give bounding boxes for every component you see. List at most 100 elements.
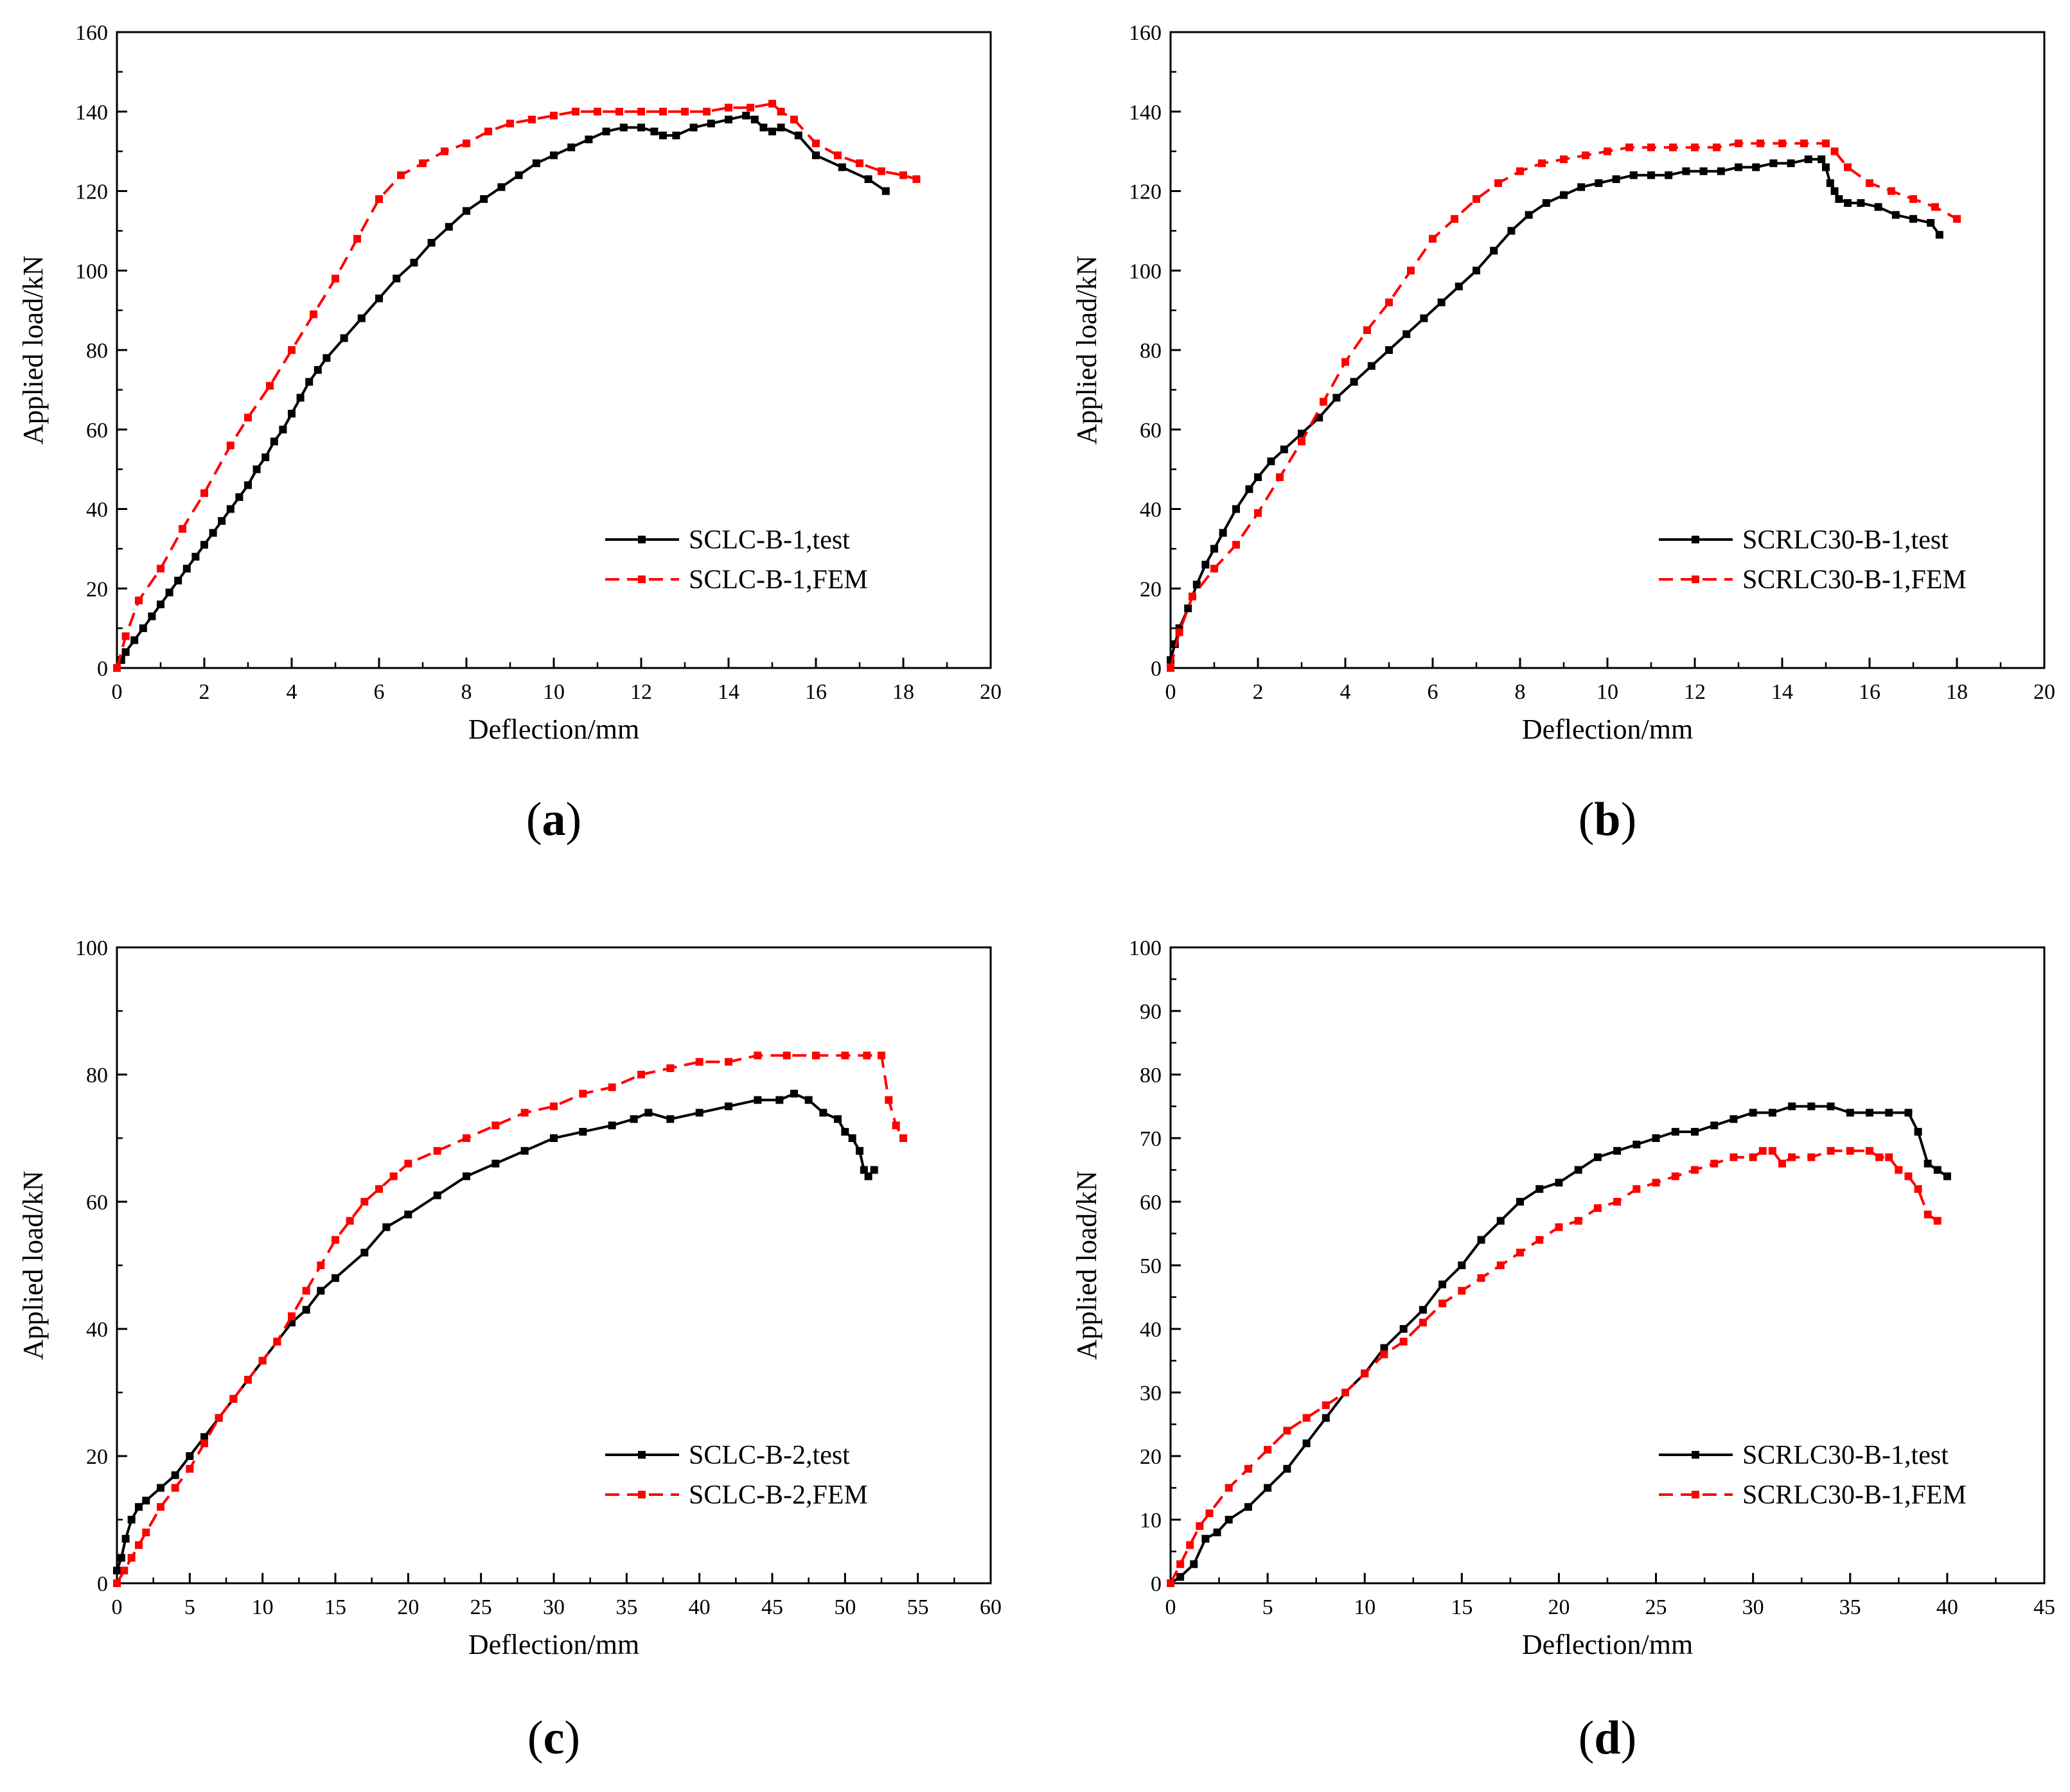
legend-entry-fem: SCLC-B-1,FEM xyxy=(689,565,868,595)
y-tick-label: 100 xyxy=(75,936,108,960)
data-point-fem xyxy=(878,1051,885,1060)
panel-label: (d) xyxy=(1579,1712,1636,1764)
data-point-fem xyxy=(1419,1319,1427,1327)
data-point-fem xyxy=(215,1414,223,1422)
data-point-test xyxy=(1788,1102,1796,1111)
data-point-fem xyxy=(594,107,601,116)
data-point-test xyxy=(1909,215,1917,223)
data-point-fem xyxy=(506,119,514,128)
data-point-test xyxy=(1671,1128,1679,1136)
data-point-test xyxy=(279,425,287,434)
data-point-test xyxy=(1885,1109,1893,1117)
series-line-fem xyxy=(1169,1149,1938,1584)
data-point-fem xyxy=(608,1083,616,1091)
data-point-fem xyxy=(790,116,798,124)
x-tick-label: 8 xyxy=(1515,680,1526,704)
data-point-test xyxy=(777,123,785,132)
data-point-test xyxy=(1749,1109,1757,1117)
data-point-fem xyxy=(1931,203,1939,211)
data-point-fem xyxy=(520,1109,529,1117)
data-point-fem xyxy=(783,1051,791,1060)
data-point-test xyxy=(848,1134,856,1142)
data-point-fem xyxy=(360,1198,369,1206)
data-point-test xyxy=(463,1172,470,1181)
y-tick-label: 0 xyxy=(1151,1572,1162,1596)
data-point-test xyxy=(427,238,436,247)
data-point-test xyxy=(1665,171,1673,179)
data-point-fem xyxy=(1613,1198,1622,1206)
panel-label: (b) xyxy=(1579,793,1636,846)
data-point-fem xyxy=(1953,215,1961,223)
data-point-test xyxy=(130,636,139,644)
data-point-fem xyxy=(1175,628,1183,637)
data-point-test xyxy=(1477,1236,1485,1244)
y-tick-label: 120 xyxy=(75,180,108,204)
data-point-fem xyxy=(121,632,130,640)
data-point-test xyxy=(567,143,576,152)
x-tick-label: 20 xyxy=(2033,680,2055,704)
x-tick-label: 0 xyxy=(1165,1595,1176,1619)
legend-entry-fem: SCLC-B-2,FEM xyxy=(689,1480,868,1510)
data-point-fem xyxy=(747,103,754,112)
data-point-fem xyxy=(1574,1217,1582,1225)
data-point-test xyxy=(332,1274,339,1282)
y-tick-label: 60 xyxy=(1140,1191,1162,1215)
data-point-test xyxy=(1525,211,1533,219)
data-point-test xyxy=(725,1102,732,1111)
data-point-fem xyxy=(266,382,274,390)
data-point-test xyxy=(1613,1146,1622,1155)
x-axis-label: Deflection/mm xyxy=(1522,714,1693,745)
data-point-fem xyxy=(244,1376,252,1384)
y-tick-label: 10 xyxy=(1140,1509,1162,1533)
x-axis-label: Deflection/mm xyxy=(1522,1629,1693,1660)
data-point-fem xyxy=(1276,473,1284,481)
data-point-fem xyxy=(1632,1185,1641,1193)
data-point-fem xyxy=(912,175,921,183)
data-point-fem xyxy=(695,1058,703,1066)
data-point-fem xyxy=(1451,215,1458,223)
data-point-test xyxy=(834,1115,842,1123)
data-point-test xyxy=(1322,1414,1330,1422)
x-tick-label: 18 xyxy=(892,680,914,704)
data-point-test xyxy=(157,1484,164,1492)
data-point-fem xyxy=(397,171,405,179)
legend-marker-test xyxy=(1692,536,1699,543)
x-tick-label: 0 xyxy=(1165,680,1176,704)
data-point-fem xyxy=(332,1236,339,1244)
y-tick-label: 20 xyxy=(1140,577,1162,601)
y-axis-label: Applied load/kN xyxy=(1071,1171,1102,1360)
data-point-test xyxy=(270,437,278,446)
x-tick-label: 40 xyxy=(689,1595,711,1619)
data-point-test xyxy=(1927,219,1935,227)
data-point-test xyxy=(1874,203,1882,211)
data-point-test xyxy=(1184,604,1192,613)
data-point-fem xyxy=(1186,1541,1194,1549)
data-point-test xyxy=(200,541,208,549)
data-point-fem xyxy=(142,1528,150,1536)
data-point-fem xyxy=(1283,1427,1291,1435)
data-point-test xyxy=(174,576,182,584)
data-point-test xyxy=(1574,1166,1582,1174)
data-point-test xyxy=(1367,362,1376,370)
data-point-fem xyxy=(1516,1249,1524,1257)
data-point-test xyxy=(1380,1344,1388,1352)
data-point-fem xyxy=(441,147,448,155)
data-point-fem xyxy=(1407,267,1415,275)
x-tick-label: 16 xyxy=(805,680,827,704)
y-tick-label: 70 xyxy=(1140,1127,1162,1151)
data-point-fem xyxy=(302,1287,310,1295)
data-point-fem xyxy=(1625,143,1633,152)
y-tick-label: 20 xyxy=(1140,1445,1162,1469)
data-point-test xyxy=(314,365,322,374)
data-point-test xyxy=(209,529,217,537)
data-point-fem xyxy=(1807,1153,1816,1161)
x-tick-label: 60 xyxy=(980,1595,1002,1619)
data-point-fem xyxy=(1924,1210,1932,1218)
data-point-test xyxy=(244,481,252,489)
data-point-test xyxy=(1245,485,1253,493)
data-point-fem xyxy=(1555,1223,1563,1231)
data-point-fem xyxy=(113,1579,121,1587)
x-tick-label: 45 xyxy=(2033,1595,2055,1619)
data-point-fem xyxy=(1322,1401,1330,1409)
data-point-fem xyxy=(1830,147,1839,155)
